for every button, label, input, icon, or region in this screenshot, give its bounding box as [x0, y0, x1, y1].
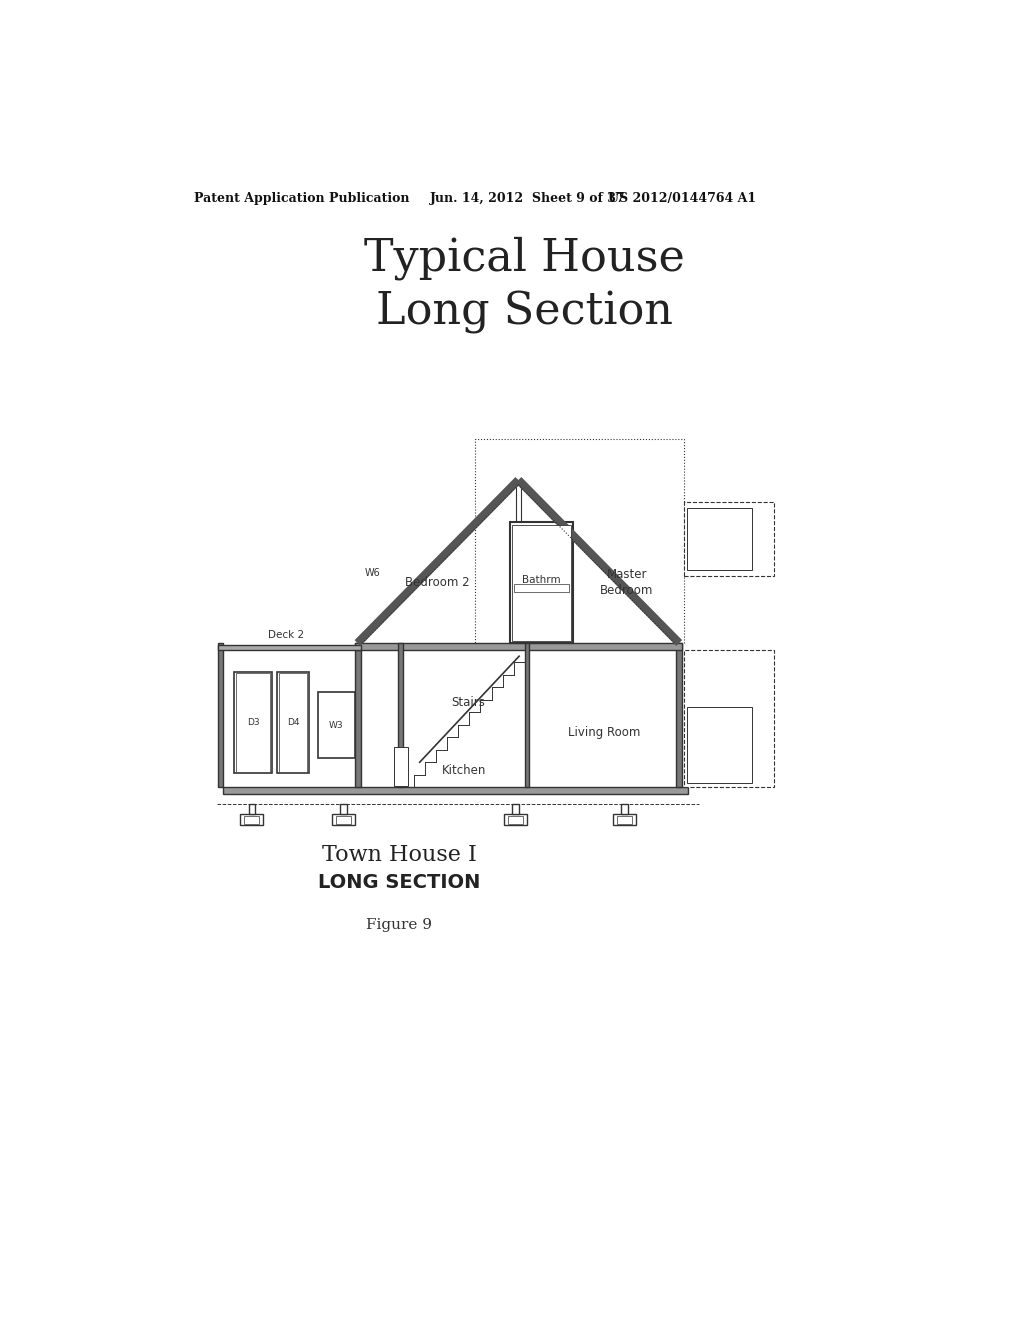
Bar	[676, 643, 682, 787]
Bar	[355, 643, 682, 649]
Bar	[684, 649, 773, 787]
Bar	[317, 692, 355, 758]
Text: Town House I: Town House I	[322, 845, 477, 866]
Text: D3: D3	[247, 718, 259, 727]
Text: Bedroom 2: Bedroom 2	[406, 576, 470, 589]
Text: Kitchen: Kitchen	[441, 764, 486, 777]
Bar	[237, 673, 270, 772]
Text: W3: W3	[329, 721, 344, 730]
Text: Bathrm: Bathrm	[522, 574, 560, 585]
Bar	[336, 816, 351, 824]
Bar	[217, 644, 361, 649]
Text: Living Room: Living Room	[567, 726, 640, 739]
Text: Deck 2: Deck 2	[268, 630, 304, 640]
Text: Typical House
Long Section: Typical House Long Section	[365, 236, 685, 334]
Bar	[612, 814, 636, 825]
Bar	[240, 814, 263, 825]
Bar	[332, 814, 355, 825]
Text: Jun. 14, 2012  Sheet 9 of 37: Jun. 14, 2012 Sheet 9 of 37	[430, 191, 626, 205]
Bar	[622, 804, 628, 814]
Bar	[512, 804, 518, 814]
Bar	[516, 484, 520, 643]
Bar	[687, 708, 752, 783]
Bar	[280, 673, 307, 772]
Bar	[394, 747, 408, 785]
Bar	[249, 804, 255, 814]
Text: Figure 9: Figure 9	[367, 917, 432, 932]
Bar	[234, 672, 271, 774]
Bar	[355, 643, 360, 787]
Bar	[278, 672, 309, 774]
Bar	[508, 816, 523, 824]
Text: D4: D4	[287, 718, 299, 727]
Bar	[512, 524, 570, 640]
Text: Patent Application Publication: Patent Application Publication	[194, 191, 410, 205]
Bar	[340, 804, 346, 814]
Text: W6: W6	[365, 568, 380, 578]
Bar	[504, 814, 527, 825]
Text: Master
Bedroom: Master Bedroom	[600, 568, 653, 597]
Bar	[524, 643, 529, 787]
Text: US 2012/0144764 A1: US 2012/0144764 A1	[608, 191, 757, 205]
Bar	[223, 787, 687, 795]
Bar	[398, 643, 403, 787]
Bar	[514, 585, 569, 591]
Bar	[217, 643, 223, 787]
Bar	[510, 523, 572, 643]
Text: LONG SECTION: LONG SECTION	[318, 873, 480, 892]
Bar	[684, 502, 773, 576]
Bar	[244, 816, 259, 824]
Text: Stairs: Stairs	[451, 696, 484, 709]
Bar	[616, 816, 632, 824]
Bar	[687, 508, 752, 570]
